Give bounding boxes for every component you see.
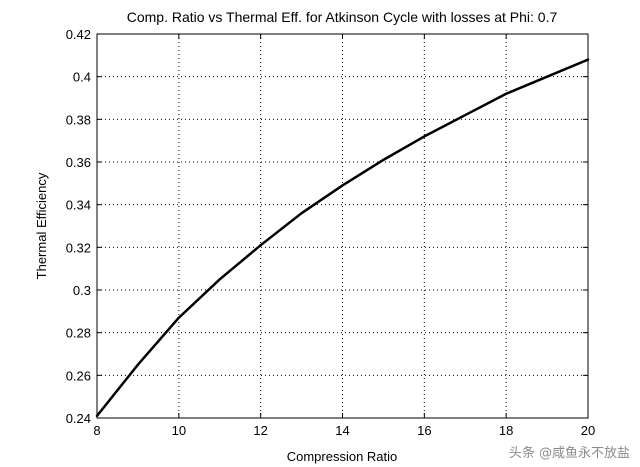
- y-tick-label: 0.26: [66, 368, 91, 383]
- ticks: [96, 33, 589, 419]
- y-tick-label: 0.34: [66, 198, 91, 213]
- x-tick-label: 8: [93, 423, 100, 438]
- x-tick-label: 12: [253, 423, 267, 438]
- y-tick-label: 0.24: [66, 411, 91, 426]
- x-tick-label: 10: [172, 423, 186, 438]
- x-tick-label: 14: [335, 423, 349, 438]
- y-tick-label: 0.3: [73, 283, 91, 298]
- y-tick-label: 0.4: [73, 70, 91, 85]
- watermark: 头条 @咸鱼永不放盐: [508, 446, 630, 461]
- y-tick-label: 0.38: [66, 112, 91, 127]
- x-axis-label: Compression Ratio: [287, 449, 398, 464]
- y-axis-label: Thermal Efficiency: [34, 172, 49, 279]
- tick-labels: 8 10 12 14 16 18 20 0.24 0.26 0.28 0.3 0.32 0.34 0.36…: [66, 27, 596, 438]
- y-tick-label: 0.32: [66, 240, 91, 255]
- grid: [97, 34, 588, 418]
- x-tick-label: 16: [417, 423, 431, 438]
- x-tick-label: 20: [581, 423, 595, 438]
- series-layer: [95, 58, 590, 418]
- y-tick-label: 0.42: [66, 27, 91, 42]
- x-tick-label: 18: [499, 423, 513, 438]
- y-tick-label: 0.36: [66, 155, 91, 170]
- chart-title: Comp. Ratio vs Thermal Eff. for Atkinson…: [127, 9, 558, 25]
- y-tick-label: 0.28: [66, 326, 91, 341]
- series-line: [95, 58, 590, 418]
